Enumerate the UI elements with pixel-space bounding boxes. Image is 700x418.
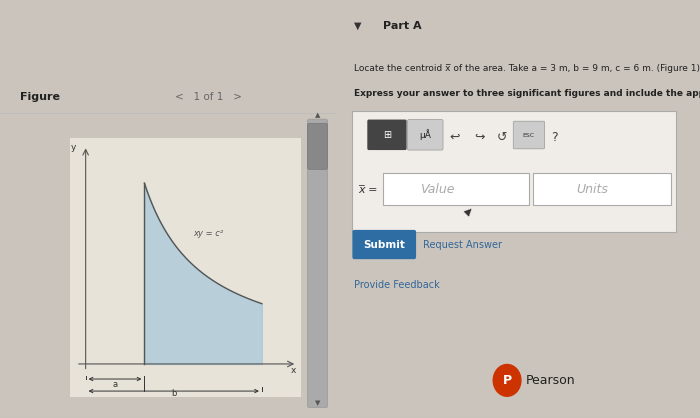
Text: ▼: ▼ xyxy=(354,21,362,31)
FancyBboxPatch shape xyxy=(307,119,328,408)
Text: b: b xyxy=(171,389,176,398)
Text: Provide Feedback: Provide Feedback xyxy=(354,280,440,291)
FancyBboxPatch shape xyxy=(352,230,416,259)
Text: P: P xyxy=(503,374,512,387)
Text: Part A: Part A xyxy=(384,21,422,31)
Text: a: a xyxy=(113,380,118,389)
Bar xyxy=(533,173,671,205)
Text: Locate the centroid x̅ of the area. Take a = 3 m, b = 9 m, c = 6 m. (Figure 1): Locate the centroid x̅ of the area. Take… xyxy=(354,64,700,73)
Text: ▼: ▼ xyxy=(315,400,320,406)
Text: <   1 of 1   >: < 1 of 1 > xyxy=(175,92,242,102)
FancyBboxPatch shape xyxy=(307,123,328,169)
Text: ESC: ESC xyxy=(523,133,535,138)
Text: Submit: Submit xyxy=(363,240,405,250)
FancyBboxPatch shape xyxy=(368,120,407,150)
Text: Request Answer: Request Answer xyxy=(424,240,503,250)
Circle shape xyxy=(494,364,521,396)
Text: Units: Units xyxy=(576,183,608,196)
Text: ▲: ▲ xyxy=(463,205,475,217)
Text: ⊞: ⊞ xyxy=(383,130,391,140)
FancyBboxPatch shape xyxy=(352,111,676,232)
Text: xy = c²: xy = c² xyxy=(193,229,223,238)
Text: Value: Value xyxy=(420,183,454,196)
FancyBboxPatch shape xyxy=(407,120,443,150)
Text: ↩: ↩ xyxy=(449,130,459,144)
Text: Figure: Figure xyxy=(20,92,60,102)
Text: Pearson: Pearson xyxy=(525,374,575,387)
Text: ▲: ▲ xyxy=(315,112,320,118)
Text: y: y xyxy=(71,143,76,152)
Text: ?: ? xyxy=(551,130,558,144)
Text: Express your answer to three significant figures and include the appropriate uni: Express your answer to three significant… xyxy=(354,89,700,98)
Text: ↪: ↪ xyxy=(475,130,485,144)
FancyBboxPatch shape xyxy=(513,121,545,149)
Text: μÅ: μÅ xyxy=(419,129,431,140)
Bar xyxy=(384,173,529,205)
Text: x̅ =: x̅ = xyxy=(358,185,377,195)
Text: ↺: ↺ xyxy=(496,130,507,144)
Text: x: x xyxy=(291,366,297,375)
